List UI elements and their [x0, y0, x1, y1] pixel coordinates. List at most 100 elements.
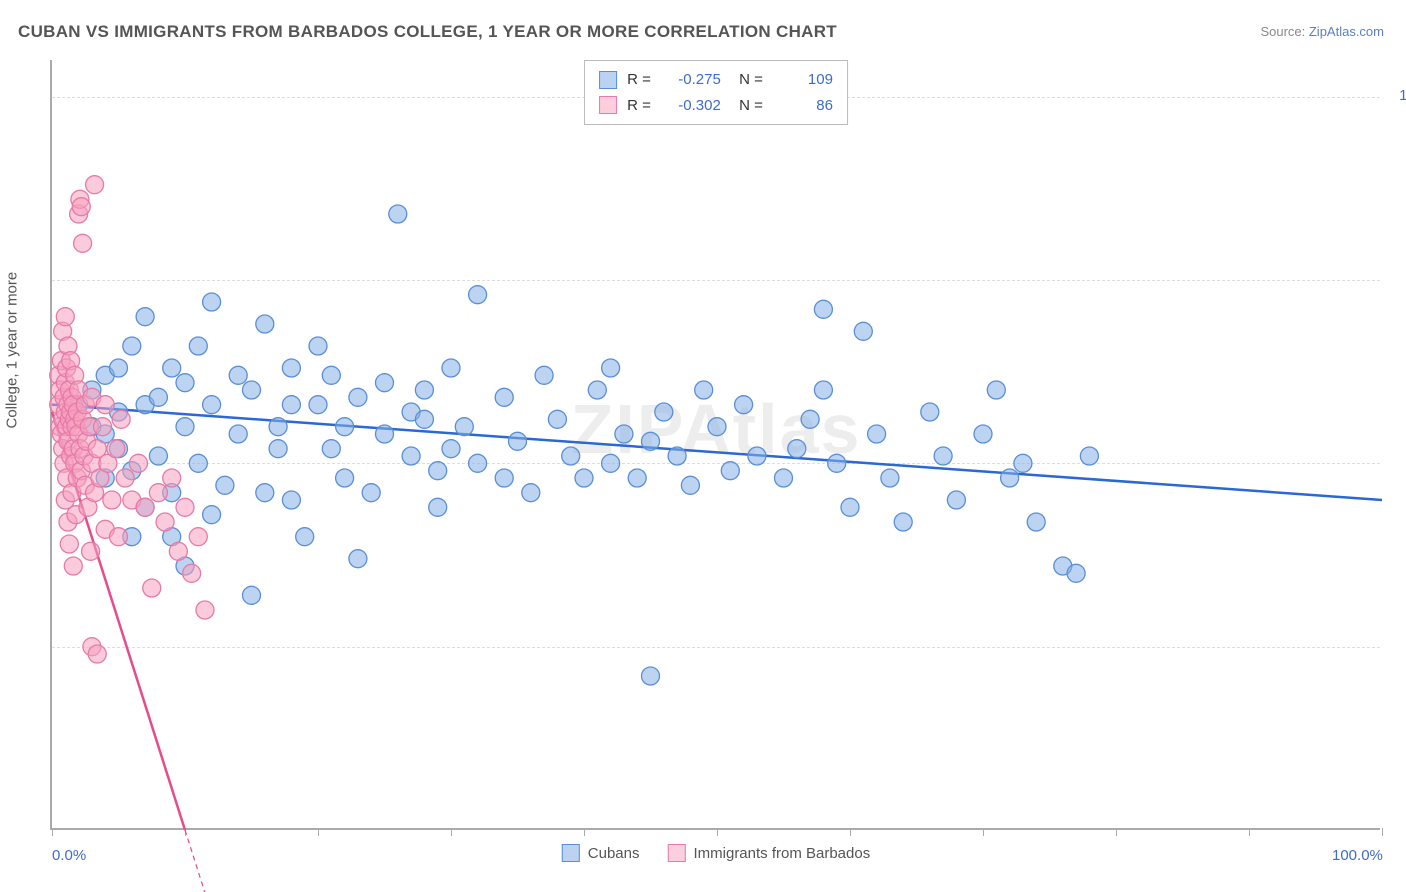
point-cubans [376, 374, 394, 392]
point-cubans [189, 454, 207, 472]
point-cubans [814, 300, 832, 318]
point-cubans [695, 381, 713, 399]
point-cubans [894, 513, 912, 531]
legend-item-cubans: Cubans [562, 844, 640, 862]
point-cubans [748, 447, 766, 465]
point-cubans [628, 469, 646, 487]
point-cubans [642, 667, 660, 685]
point-cubans [256, 315, 274, 333]
point-cubans [415, 410, 433, 428]
source-link[interactable]: ZipAtlas.com [1309, 24, 1384, 39]
point-cubans [429, 462, 447, 480]
point-cubans [602, 359, 620, 377]
stat-n-label: N = [731, 93, 763, 119]
point-cubans [189, 337, 207, 355]
point-cubans [934, 447, 952, 465]
point-cubans [309, 337, 327, 355]
point-cubans [282, 359, 300, 377]
point-cubans [336, 418, 354, 436]
point-cubans [469, 454, 487, 472]
point-cubans [735, 396, 753, 414]
point-cubans [947, 491, 965, 509]
point-cubans [987, 381, 1005, 399]
stat-n-barbados: 86 [773, 93, 833, 119]
trendline-barbados-extrapolated [185, 830, 291, 892]
point-barbados [64, 557, 82, 575]
stat-n-label: N = [731, 67, 763, 93]
y-axis-tick-label: 75.0% [1390, 270, 1406, 287]
point-barbados [82, 542, 100, 560]
point-cubans [123, 337, 141, 355]
point-cubans [1014, 454, 1032, 472]
point-cubans [269, 418, 287, 436]
y-axis-tick-label: 100.0% [1390, 87, 1406, 104]
x-axis-tick-label: 100.0% [1332, 847, 1383, 864]
stat-r-cubans: -0.275 [661, 67, 721, 93]
point-cubans [176, 418, 194, 436]
point-barbados [103, 491, 121, 509]
point-cubans [322, 440, 340, 458]
point-barbados [156, 513, 174, 531]
point-cubans [495, 388, 513, 406]
swatch-pink-icon [599, 96, 617, 114]
point-barbados [96, 396, 114, 414]
point-cubans [455, 418, 473, 436]
stat-n-cubans: 109 [773, 67, 833, 93]
legend: Cubans Immigrants from Barbados [562, 844, 870, 862]
swatch-pink-icon [667, 844, 685, 862]
point-barbados [88, 645, 106, 663]
point-cubans [681, 476, 699, 494]
stats-row-barbados: R = -0.302 N = 86 [599, 93, 833, 119]
point-cubans [721, 462, 739, 480]
point-barbados [116, 469, 134, 487]
point-cubans [176, 374, 194, 392]
point-barbados [112, 410, 130, 428]
point-cubans [243, 381, 261, 399]
point-barbados [169, 542, 187, 560]
point-cubans [615, 425, 633, 443]
point-cubans [1080, 447, 1098, 465]
point-cubans [548, 410, 566, 428]
point-cubans [854, 322, 872, 340]
point-cubans [203, 396, 221, 414]
point-cubans [974, 425, 992, 443]
point-barbados [72, 198, 90, 216]
point-barbados [56, 308, 74, 326]
point-barbados [183, 564, 201, 582]
point-cubans [110, 359, 128, 377]
point-cubans [668, 447, 686, 465]
point-cubans [841, 498, 859, 516]
point-cubans [588, 381, 606, 399]
point-cubans [788, 440, 806, 458]
point-cubans [216, 476, 234, 494]
point-cubans [575, 469, 593, 487]
point-cubans [801, 410, 819, 428]
point-cubans [389, 205, 407, 223]
point-cubans [602, 454, 620, 472]
plot-area: ZIPAtlas R = -0.275 N = 109 R = -0.302 N… [50, 60, 1380, 830]
point-cubans [149, 447, 167, 465]
point-cubans [322, 366, 340, 384]
point-cubans [814, 381, 832, 399]
x-axis-tick-label: 0.0% [52, 847, 86, 864]
point-cubans [376, 425, 394, 443]
source-prefix: Source: [1260, 24, 1308, 39]
legend-label-cubans: Cubans [588, 845, 640, 862]
point-cubans [535, 366, 553, 384]
point-cubans [469, 286, 487, 304]
point-cubans [775, 469, 793, 487]
point-cubans [708, 418, 726, 436]
point-barbados [86, 176, 104, 194]
point-cubans [256, 484, 274, 502]
point-barbados [129, 454, 147, 472]
point-cubans [429, 498, 447, 516]
point-cubans [642, 432, 660, 450]
point-barbados [176, 498, 194, 516]
point-cubans [349, 550, 367, 568]
point-cubans [921, 403, 939, 421]
point-barbados [60, 535, 78, 553]
stat-r-label: R = [627, 67, 651, 93]
point-cubans [442, 359, 460, 377]
point-cubans [1001, 469, 1019, 487]
point-cubans [229, 425, 247, 443]
